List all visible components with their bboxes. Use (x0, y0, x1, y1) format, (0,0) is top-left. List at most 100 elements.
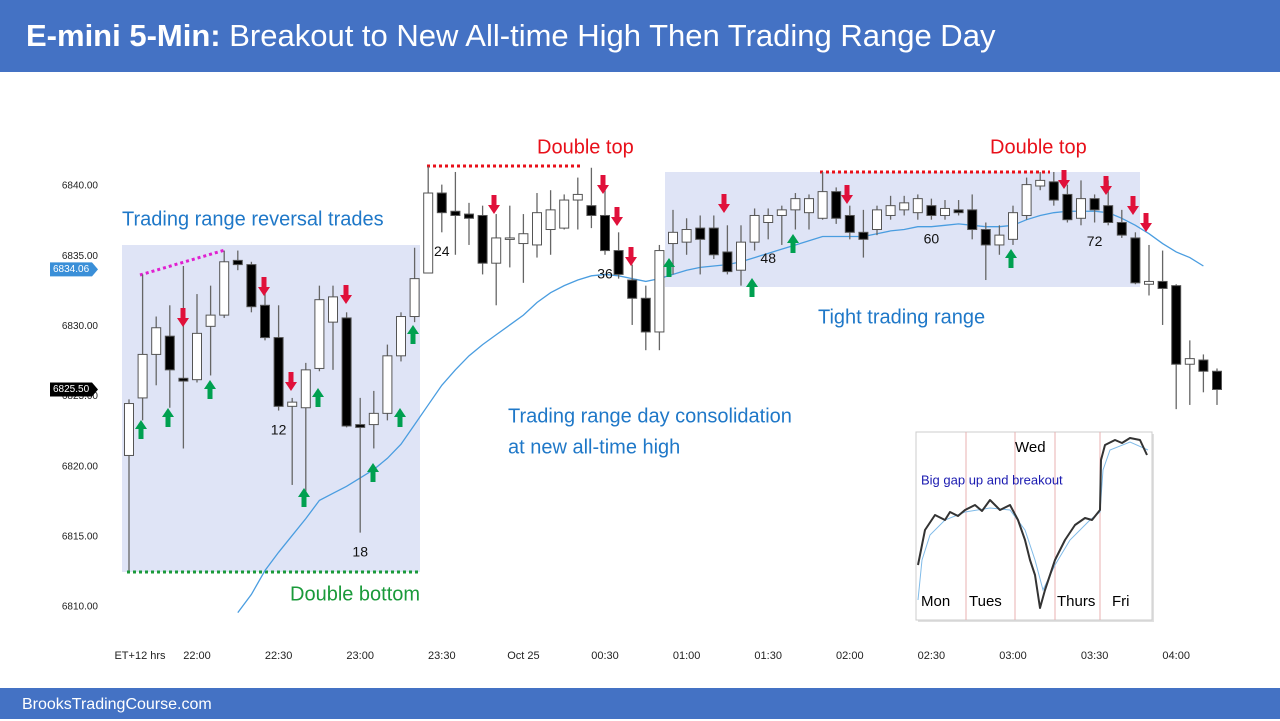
x-tick-label: 02:30 (918, 650, 946, 662)
buy-arrow (1005, 249, 1017, 268)
candle-body (423, 192, 434, 274)
candle-body (817, 191, 828, 219)
x-tick-label: 03:00 (999, 650, 1027, 662)
sell-arrow (1058, 170, 1070, 189)
candle-body (831, 191, 842, 219)
candle-body (668, 231, 678, 245)
buy-arrow (787, 234, 799, 253)
candle-body (450, 210, 461, 216)
candle-body (1048, 181, 1059, 201)
sell-arrow (1127, 196, 1139, 215)
header-label: E-mini 5-Min: (26, 18, 221, 53)
sell-arrow (340, 285, 352, 304)
candle-body (858, 231, 869, 240)
annotation: Double bottom (290, 583, 420, 605)
candle-body (681, 229, 692, 243)
y-tick-label: 6830.00 (62, 321, 99, 332)
candle-body (192, 332, 202, 381)
candle-body (790, 198, 801, 211)
buy-arrow (135, 420, 147, 439)
candle-body (273, 337, 284, 407)
inset-day-label: Tues (969, 593, 1002, 610)
candle-body (246, 264, 257, 308)
buy-arrow (367, 463, 379, 482)
candle-body (382, 355, 393, 414)
header: E-mini 5-Min: Breakout to New All-time H… (0, 0, 1280, 72)
candle-body (137, 353, 148, 399)
candle-body (1076, 198, 1086, 219)
bar-number: 24 (434, 243, 450, 259)
x-tick-label: 02:00 (836, 650, 864, 662)
sell-arrow (258, 277, 270, 296)
candle-body (1035, 179, 1046, 187)
candle-body (804, 198, 814, 214)
inset-day-label: Wed (1015, 439, 1046, 456)
candle-body (899, 202, 910, 211)
candle-body (232, 259, 243, 266)
candle-body (545, 209, 556, 231)
chart: 6810.00 6815.00 6820.00 6825.00 6830.00 6835.… (50, 136, 1222, 662)
candle-body (600, 214, 610, 252)
candle-body (749, 214, 760, 243)
candle-body (260, 304, 270, 339)
x-tick-label: 23:00 (346, 650, 374, 662)
candle-body (926, 205, 937, 216)
price-badge (50, 262, 98, 277)
candle-body (1089, 198, 1100, 211)
y-tick-label: 6835.00 (62, 251, 99, 262)
candle-body (844, 214, 855, 233)
candle-body (763, 214, 774, 223)
candle-body (491, 237, 502, 264)
candle-body (409, 278, 420, 318)
buy-arrow (312, 388, 324, 407)
footer-site: BrooksTradingCourse.com (22, 696, 212, 713)
sell-arrow (841, 185, 853, 204)
candle-body (504, 237, 515, 240)
candle-body (124, 403, 134, 456)
x-tick-label: Oct 25 (507, 650, 539, 662)
moving-average (237, 210, 1204, 614)
buy-arrow (663, 258, 675, 277)
buy-arrow (394, 408, 406, 427)
candle-body (396, 316, 406, 357)
candle-body (314, 299, 325, 369)
candle-body (205, 314, 216, 327)
candle-body (885, 205, 896, 216)
sell-arrow (488, 195, 500, 214)
price-badge-label: 6825.50 (53, 384, 90, 395)
bar-number: 36 (597, 265, 613, 281)
buy-arrow (162, 408, 174, 427)
candle-body (722, 251, 733, 273)
x-axis-label: ET+12 hrs (114, 650, 166, 662)
annotation: Trading range day consolidation (508, 405, 792, 427)
range-box (122, 245, 420, 572)
buy-arrow (407, 325, 419, 344)
candle-body (1062, 193, 1073, 221)
sell-arrow (611, 207, 623, 226)
candle-body (300, 369, 311, 409)
trend-line (139, 248, 226, 277)
footer: BrooksTradingCourse.com (0, 688, 1280, 719)
candle-body (1130, 237, 1141, 284)
inset-day-label: Mon (921, 593, 950, 610)
candle-body (980, 229, 991, 246)
candle-body (436, 192, 447, 214)
x-tick-label: 22:00 (183, 650, 211, 662)
bar-number: 72 (1087, 233, 1103, 249)
candle-body (627, 279, 638, 299)
candle-body (1157, 280, 1168, 289)
y-tick-label: 6820.00 (62, 461, 99, 472)
candle-body (872, 209, 882, 231)
sell-arrow (285, 372, 297, 391)
price-badge (50, 382, 98, 397)
candle-body (328, 296, 338, 323)
candle-body (464, 213, 474, 219)
y-tick-label: 6810.00 (62, 602, 99, 613)
annotation: Trading range reversal trades (122, 208, 384, 230)
candle-body (341, 317, 352, 427)
sell-arrow (597, 175, 609, 194)
annotation: at new all-time high (508, 436, 680, 458)
sell-arrow (1100, 176, 1112, 195)
candle-body (953, 209, 964, 214)
